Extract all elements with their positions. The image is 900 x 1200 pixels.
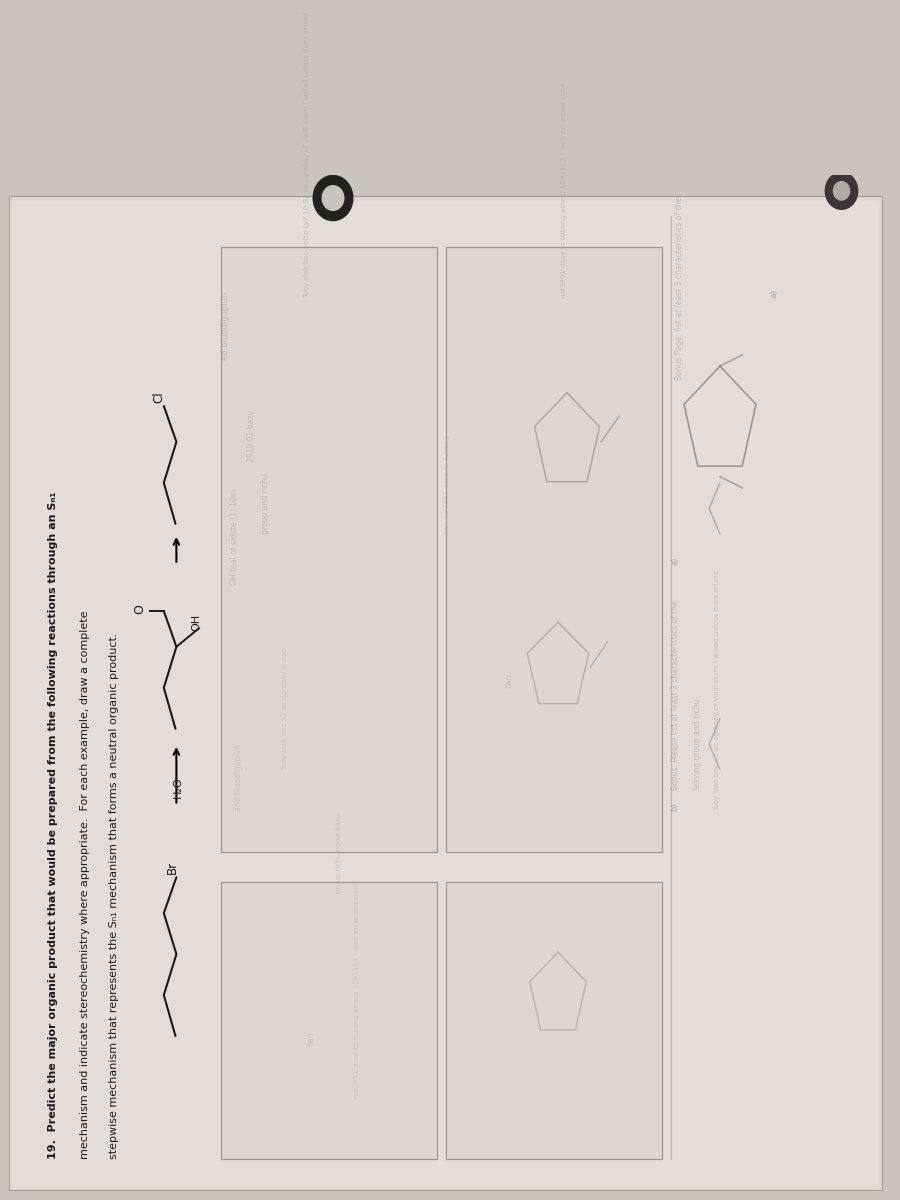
Text: mechanism and indicate stereochemistry where appropriate.  For each example, dra: mechanism and indicate stereochemistry w… <box>80 611 90 1159</box>
Text: Bonus Page: list at least 3 characteristics of the: Bonus Page: list at least 3 characterist… <box>675 197 684 380</box>
Text: 19.  Predict the major organic product that would be prepared from the following: 19. Predict the major organic product th… <box>49 492 58 1159</box>
Text: group richu noise bazu: group richu noise bazu <box>336 812 342 893</box>
Text: Cl: Cl <box>153 391 166 403</box>
Circle shape <box>313 175 353 221</box>
Text: Tuoy slab bnc S2 as ograbay wolad: Tuoy slab bnc S2 as ograbay wolad <box>282 647 288 769</box>
Text: a): a) <box>770 289 778 299</box>
Circle shape <box>833 181 850 200</box>
Text: Bonus: Please list at least 3 characteristics of the: Bonus: Please list at least 3 characteri… <box>670 600 680 790</box>
Text: O: O <box>133 604 146 614</box>
Text: OH teal of sidste (1) 10m: OH teal of sidste (1) 10m <box>230 490 238 586</box>
Bar <box>446 882 662 1159</box>
Text: group and richu: group and richu <box>261 473 270 534</box>
Text: H₂O: H₂O <box>173 776 183 798</box>
Text: a): a) <box>670 557 680 565</box>
Text: ed bluodigoplun: ed bluodigoplun <box>220 292 230 360</box>
Text: ban: ban <box>504 673 513 688</box>
Text: b): b) <box>670 802 680 811</box>
Text: noi3691 dose to tubong ainegi 1091103 ! web en woled solot: noi3691 dose to tubong ainegi 1091103 ! … <box>354 882 360 1098</box>
Bar <box>220 247 436 852</box>
Bar <box>220 882 436 1159</box>
Text: noi3691 dose to tubong ainegi 1091103 ! web en woled solot: noi3691 dose to tubong ainegi 1091103 ! … <box>561 83 567 299</box>
Text: ban noi3691 dose to tubong: ban noi3691 dose to tubong <box>444 434 450 534</box>
Text: OH: OH <box>192 614 202 631</box>
Circle shape <box>825 173 858 209</box>
Text: Tuoy slab bnc S2 as ograbay of visill storn i wolad uoloss dues erized: Tuoy slab bnc S2 as ograbay of visill st… <box>714 570 720 811</box>
Text: leaving group and richu: leaving group and richu <box>693 698 702 790</box>
Text: Br: Br <box>166 862 179 875</box>
Circle shape <box>322 186 344 210</box>
Text: stepwise mechanism that represents the Sₙ₁ mechanism that forms a neutral organi: stepwise mechanism that represents the S… <box>109 632 119 1159</box>
Bar <box>446 247 662 852</box>
Text: and bluodigoplun: and bluodigoplun <box>234 744 243 811</box>
Text: Tuoy slab bnc noise Ly? 10 S2 as ograbay of visill storn i wolad uoloss dues eri: Tuoy slab bnc noise Ly? 10 S2 as ograbay… <box>304 12 310 299</box>
Text: ban: ban <box>306 1032 315 1046</box>
Text: 2919 01 bazu: 2919 01 bazu <box>248 410 256 462</box>
